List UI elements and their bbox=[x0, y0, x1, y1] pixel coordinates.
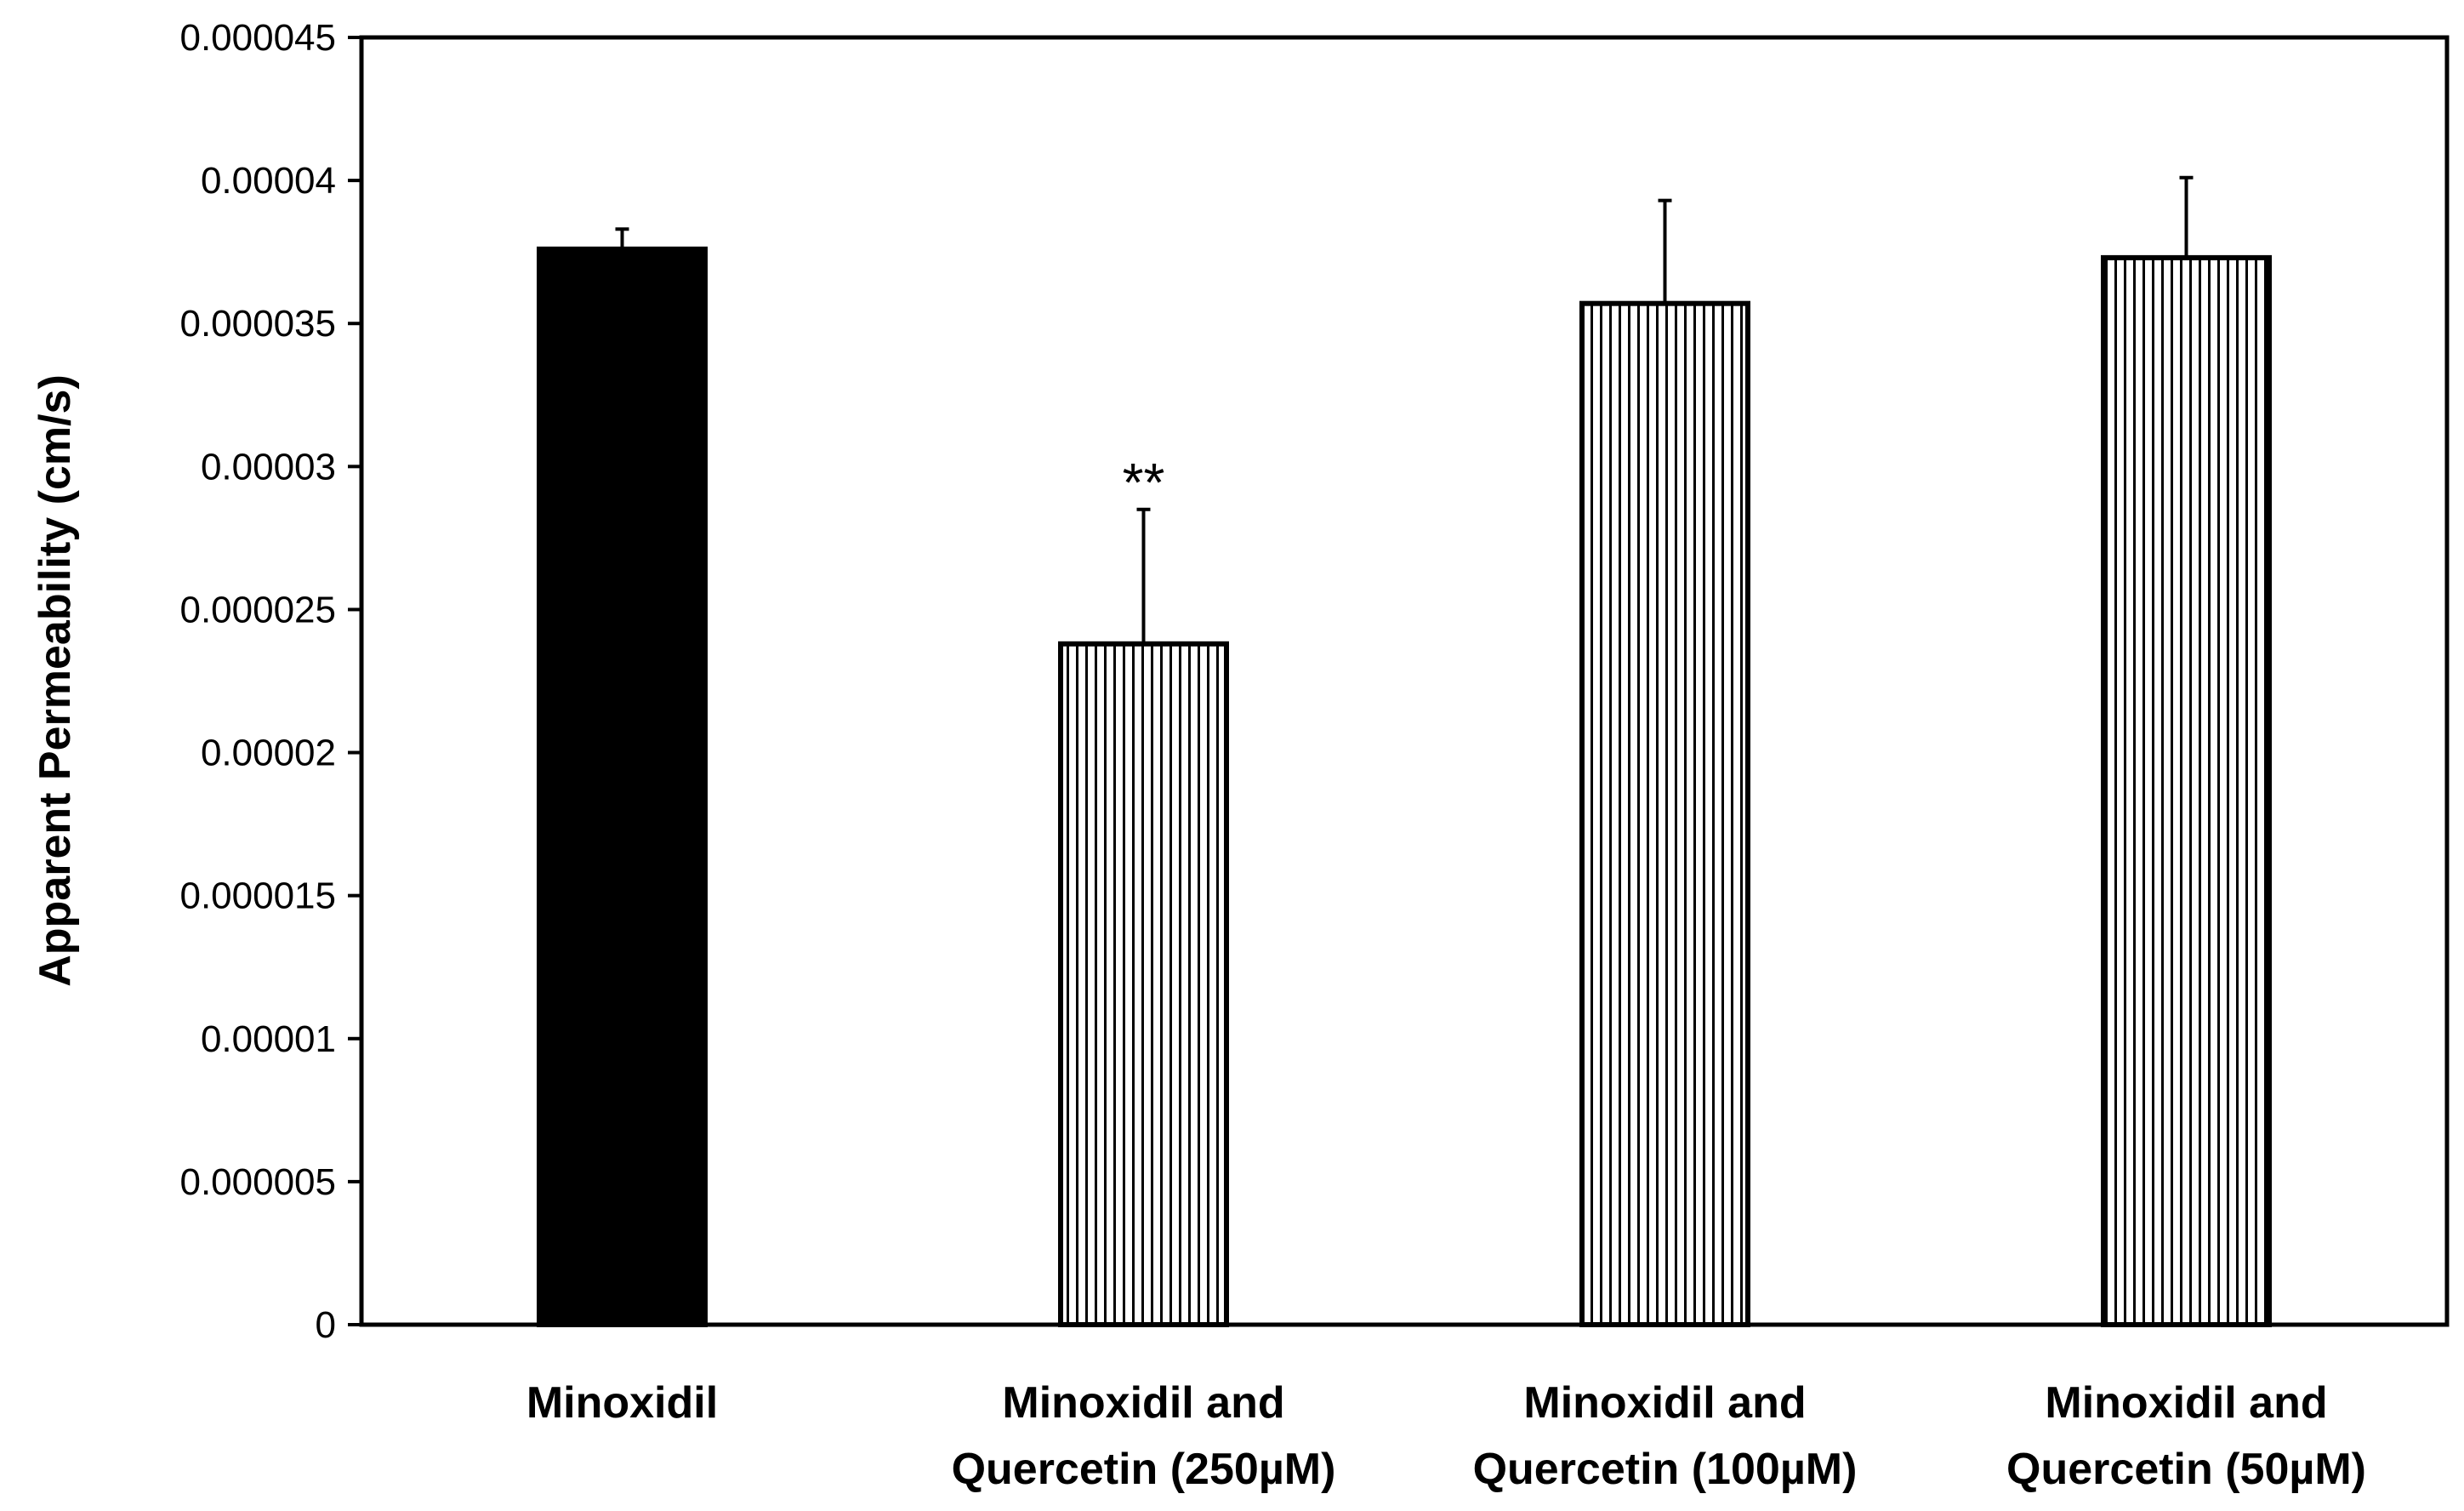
y-tick-label: 0.000005 bbox=[179, 1161, 336, 1203]
y-tick-label: 0.00002 bbox=[201, 733, 336, 774]
y-tick-label: 0.000045 bbox=[179, 17, 336, 59]
x-axis-labels: Minoxidil Minoxidil and Quercetin (250µM) M… bbox=[526, 1378, 2366, 1494]
y-axis-title: Apparent Permeability (cm/s) bbox=[31, 374, 80, 987]
y-tick-label: 0.000015 bbox=[179, 875, 336, 917]
x-category-label: Minoxidil and bbox=[2045, 1378, 2327, 1428]
bar bbox=[1058, 641, 1229, 1327]
x-category-label: Minoxidil and bbox=[1002, 1378, 1284, 1428]
y-tick-label: 0.000035 bbox=[179, 303, 336, 345]
y-tick-label: 0.00001 bbox=[201, 1018, 336, 1060]
x-category-label-line2: Quercetin (250µM) bbox=[952, 1445, 1336, 1494]
significance-annotation: ** bbox=[1123, 452, 1165, 513]
x-category-label-line2: Quercetin (100µM) bbox=[1473, 1445, 1858, 1494]
y-tick-label: 0.00003 bbox=[201, 446, 336, 488]
bar bbox=[1579, 300, 1750, 1328]
y-tick-label: 0 bbox=[316, 1304, 336, 1346]
plot-frame bbox=[359, 35, 2450, 1327]
y-tick-label: 0.00004 bbox=[201, 160, 336, 202]
bar bbox=[537, 246, 708, 1327]
y-axis-ticks: 0 0.000005 0.00001 0.000015 0.00002 0.000025 0… bbox=[179, 17, 361, 1346]
y-tick-label: 0.000025 bbox=[179, 589, 336, 630]
bars: ** bbox=[537, 175, 2272, 1328]
x-category-label-line2: Quercetin (50µM) bbox=[2006, 1445, 2366, 1494]
x-category-label: Minoxidil bbox=[526, 1378, 718, 1428]
x-category-label: Minoxidil and bbox=[1523, 1378, 1806, 1428]
bar bbox=[2101, 254, 2272, 1327]
